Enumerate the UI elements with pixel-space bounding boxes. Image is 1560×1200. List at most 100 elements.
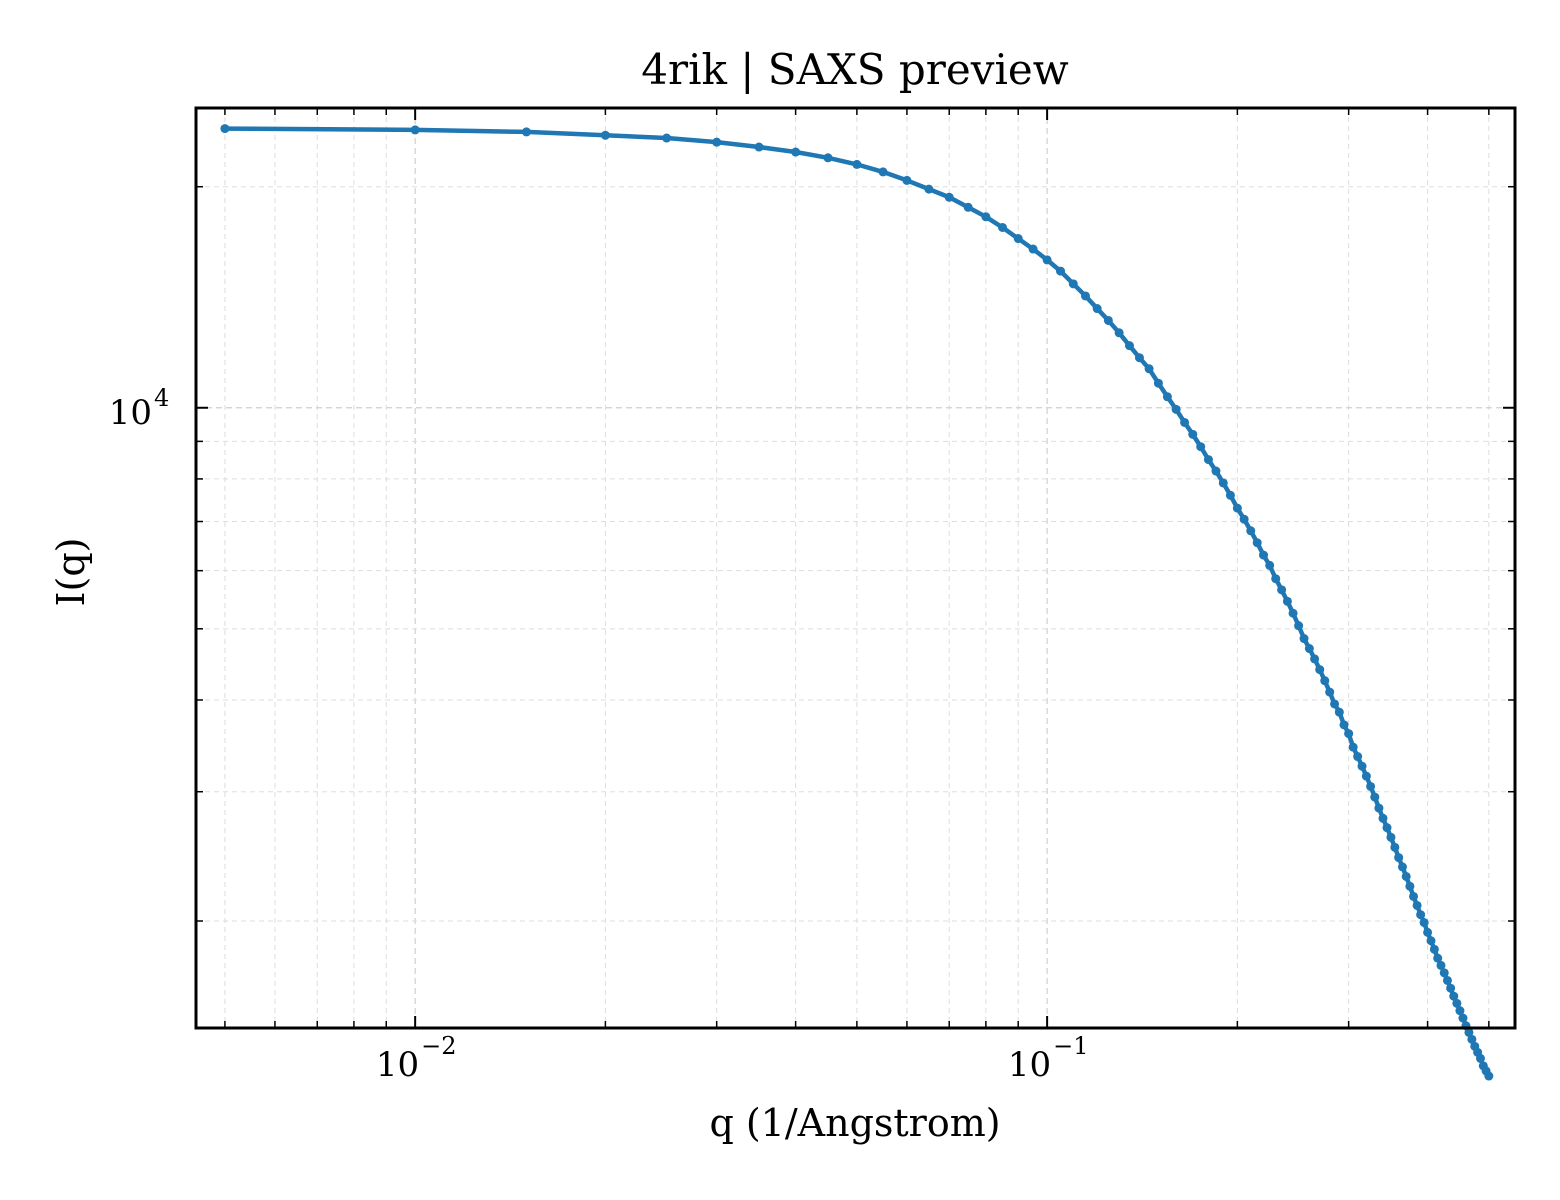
data-point (1144, 364, 1154, 374)
data-point (1446, 983, 1456, 993)
y-tick-exponent: 4 (154, 384, 169, 412)
data-point (600, 130, 610, 140)
data-point (1374, 803, 1384, 813)
x-tick-label: 10 −2 (376, 1032, 457, 1085)
data-point (1056, 266, 1066, 276)
data-point (712, 137, 722, 147)
data-point (1433, 953, 1443, 963)
data-point (1162, 392, 1172, 402)
data-point (1239, 514, 1249, 524)
data-point (1265, 560, 1275, 570)
data-point (944, 192, 954, 202)
data-point (1344, 729, 1354, 739)
y-tick-label: 10 4 (109, 384, 170, 433)
x-tick-base: 10 (1008, 1045, 1051, 1085)
data-point (1353, 752, 1363, 762)
data-point (1419, 918, 1429, 928)
data-point (1464, 1027, 1474, 1037)
data-point (1334, 707, 1344, 717)
data-point (1277, 585, 1287, 595)
data-point (1114, 328, 1124, 338)
data-point (662, 133, 672, 143)
data-point (410, 125, 420, 135)
plot-frame (194, 106, 1517, 1030)
data-point (1348, 742, 1358, 752)
data-point (981, 212, 991, 222)
data-point (1310, 654, 1320, 664)
data-point (1294, 621, 1304, 631)
data-point (1423, 927, 1433, 937)
data-point (1042, 255, 1052, 265)
data-point (1394, 853, 1404, 863)
x-axis-label: q (1/Angstrom) (709, 1101, 1000, 1145)
data-point (1013, 234, 1023, 244)
data-point (1484, 1071, 1494, 1081)
data-point (521, 127, 531, 137)
plot-area (220, 124, 1494, 1081)
data-point (1412, 900, 1422, 910)
data-point (754, 142, 764, 152)
data-point (1455, 1006, 1465, 1016)
data-point (1386, 832, 1396, 842)
data-point (963, 202, 973, 212)
data-point (1366, 781, 1376, 791)
data-point (791, 147, 801, 157)
data-point (1397, 862, 1407, 872)
data-point (1211, 466, 1221, 476)
grid (196, 108, 1515, 1028)
data-point (1068, 279, 1078, 289)
data-point (1458, 1013, 1468, 1023)
data-point (1452, 998, 1462, 1008)
x-tick-exponent: −1 (1053, 1032, 1088, 1060)
data-point (1436, 960, 1446, 970)
data-point (1416, 910, 1426, 920)
data-point (1426, 936, 1436, 946)
data-point (1330, 699, 1340, 709)
data-point (1225, 490, 1235, 500)
x-tick-exponent: −2 (421, 1032, 456, 1060)
data-point (1299, 634, 1309, 644)
data-point (924, 184, 934, 194)
data-point (1218, 478, 1228, 488)
data-point (1449, 991, 1459, 1001)
data-point (1153, 378, 1163, 388)
data-point (998, 222, 1008, 232)
data-point (1467, 1034, 1477, 1044)
data-point (1232, 503, 1242, 513)
data-point (1370, 792, 1380, 802)
data-point (1171, 404, 1181, 414)
data-point (1134, 353, 1144, 363)
data-point (1361, 771, 1371, 781)
data-point (1325, 687, 1335, 697)
data-point (1409, 891, 1419, 901)
data-point (1180, 417, 1190, 427)
y-tick-base: 10 (109, 393, 152, 433)
data-point (1339, 720, 1349, 730)
data-point (1315, 665, 1325, 675)
data-point (823, 153, 833, 163)
x-tick-base: 10 (376, 1045, 419, 1085)
data-point (1357, 761, 1367, 771)
data-point (1246, 526, 1256, 536)
y-axis-label: I(q) (49, 538, 93, 607)
data-point (1028, 244, 1038, 254)
data-point (878, 167, 888, 177)
axis-ticks (196, 108, 1515, 1028)
chart-title: 4rik | SAXS preview (641, 45, 1068, 94)
data-point (1196, 442, 1206, 452)
data-point (220, 124, 230, 134)
data-point (1282, 596, 1292, 606)
data-point (1252, 538, 1262, 548)
data-point (1188, 429, 1198, 439)
data-point (1124, 341, 1134, 351)
data-point (1401, 871, 1411, 881)
data-point (852, 159, 862, 169)
data-point (1378, 813, 1388, 823)
data-point (1475, 1053, 1485, 1063)
data-point (1271, 574, 1281, 584)
data-point (1382, 823, 1392, 833)
x-tick-label: 10 −1 (1008, 1032, 1089, 1085)
data-point (1405, 881, 1415, 891)
data-point (1092, 304, 1102, 314)
